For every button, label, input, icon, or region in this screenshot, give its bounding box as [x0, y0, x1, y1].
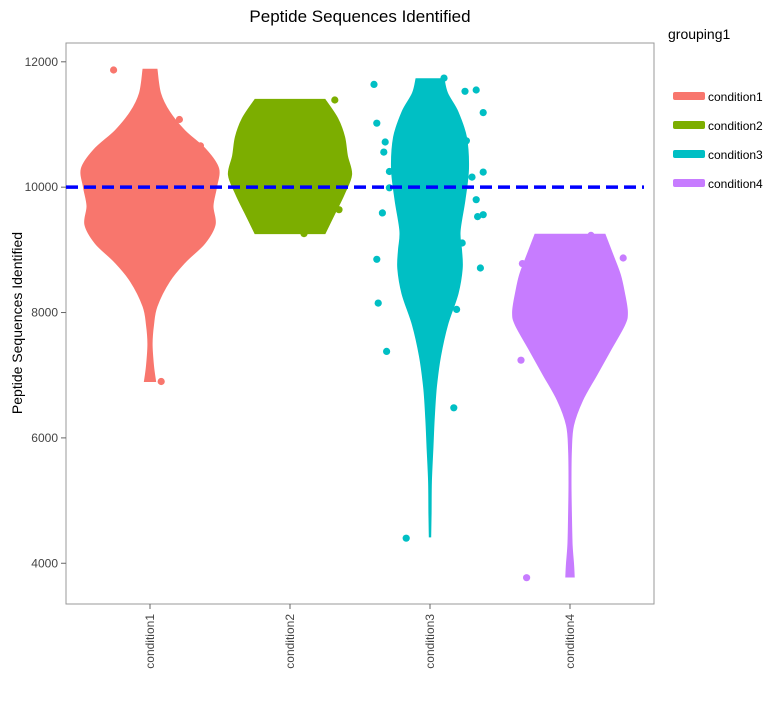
point-condition3	[450, 404, 458, 412]
point-condition4	[517, 356, 525, 364]
point-condition3	[472, 196, 480, 204]
point-condition3	[373, 255, 381, 263]
y-tick-label: 6000	[31, 431, 58, 445]
legend: grouping1 condition1 condition2 condition3…	[668, 26, 763, 191]
point-condition4	[518, 260, 527, 268]
y-tick-label: 4000	[31, 556, 58, 570]
point-condition3	[476, 264, 484, 272]
point-condition3	[468, 173, 476, 181]
point-condition4	[523, 574, 531, 582]
point-condition3	[474, 213, 482, 221]
y-tick-label: 10000	[25, 180, 59, 194]
legend-swatch-condition3	[673, 150, 705, 158]
point-condition3	[440, 74, 448, 82]
point-condition1	[157, 377, 165, 386]
x-tick-label-condition2: condition2	[283, 614, 297, 669]
y-axis: 4000 6000 8000 10000 12000	[25, 55, 66, 570]
point-condition3	[374, 299, 382, 307]
x-axis: condition1 condition2 condition3 condition4	[143, 604, 577, 669]
point-condition3	[370, 80, 378, 88]
point-condition3	[402, 534, 410, 542]
x-tick-label-condition3: condition3	[423, 614, 437, 669]
legend-swatch-condition4	[673, 179, 705, 187]
point-condition3	[385, 167, 393, 176]
point-condition3	[453, 305, 461, 313]
point-condition3	[472, 86, 480, 94]
point-condition1	[175, 115, 183, 124]
point-condition1	[196, 142, 204, 150]
legend-swatch-condition2	[673, 121, 705, 129]
point-condition3	[479, 109, 487, 117]
point-condition3	[458, 239, 466, 247]
point-condition2	[335, 206, 343, 214]
point-condition3	[373, 119, 381, 127]
legend-label-condition3: condition3	[708, 148, 763, 162]
violin-condition1	[80, 68, 220, 382]
point-condition4	[587, 231, 595, 239]
legend-label-condition4: condition4	[708, 177, 763, 191]
chart-title: Peptide Sequences Identified	[249, 7, 470, 26]
point-condition3	[381, 138, 389, 146]
legend-label-condition2: condition2	[708, 119, 763, 133]
point-condition4	[619, 254, 627, 262]
point-condition3	[461, 87, 469, 95]
y-tick-label: 12000	[25, 55, 59, 69]
point-condition2	[300, 230, 308, 238]
point-condition1	[110, 66, 118, 74]
point-condition3	[380, 148, 388, 156]
point-condition3	[479, 168, 487, 176]
violin-condition2	[227, 98, 353, 235]
violin-condition4	[512, 233, 628, 578]
point-condition4	[600, 238, 608, 246]
x-tick-label-condition1: condition1	[143, 614, 157, 669]
point-condition3	[378, 209, 386, 217]
legend-swatch-condition1	[673, 92, 705, 100]
point-condition1	[182, 244, 190, 252]
point-condition3	[383, 347, 391, 355]
violin-condition3	[390, 78, 470, 538]
violins-layer	[80, 68, 628, 578]
y-axis-label: Peptide Sequences Identified	[9, 232, 25, 414]
y-tick-label: 8000	[31, 306, 58, 320]
legend-title: grouping1	[668, 26, 730, 42]
x-tick-label-condition4: condition4	[563, 614, 577, 669]
legend-label-condition1: condition1	[708, 90, 763, 104]
point-condition2	[331, 96, 339, 104]
point-condition3	[479, 211, 487, 219]
point-condition3	[462, 137, 470, 145]
